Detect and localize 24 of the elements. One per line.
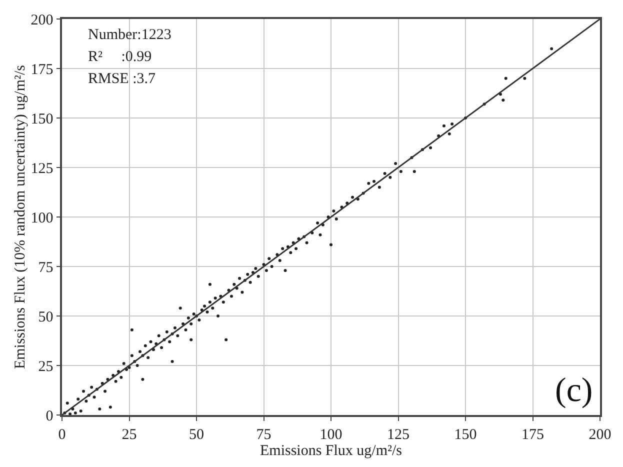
annotation: RMSE :3.7 (88, 71, 156, 87)
y-tick-label: 200 (30, 12, 54, 28)
y-tick-label: 50 (38, 309, 54, 326)
y-axis-title: Emissions Flux (10% random uncertainty) ug/m²/s (12, 64, 28, 370)
y-tick-label: 75 (38, 260, 54, 276)
annotation: Number:1223 (88, 27, 172, 43)
x-tick-label: 50 (189, 426, 204, 443)
annotation: R² :0.99 (88, 49, 152, 65)
x-axis-title: Emissions Flux ug/m²/s (260, 442, 402, 459)
x-tick-label: 75 (256, 426, 272, 443)
annotation: (c) (555, 372, 593, 409)
x-tick-label: 0 (58, 426, 66, 443)
y-tick-label: 25 (38, 358, 54, 375)
y-tick-label: 100 (30, 210, 54, 226)
y-tick-label: 0 (46, 408, 54, 424)
y-tick-label: 150 (30, 111, 54, 128)
x-tick-label: 125 (387, 426, 410, 443)
y-tick-label: 175 (30, 62, 54, 78)
x-tick-label: 200 (588, 426, 612, 443)
y-tick-label: 125 (30, 160, 54, 177)
x-tick-label: 25 (122, 426, 137, 443)
x-tick-label: 150 (454, 426, 477, 443)
x-tick-label: 100 (320, 426, 342, 443)
x-tick-label: 175 (522, 426, 544, 443)
